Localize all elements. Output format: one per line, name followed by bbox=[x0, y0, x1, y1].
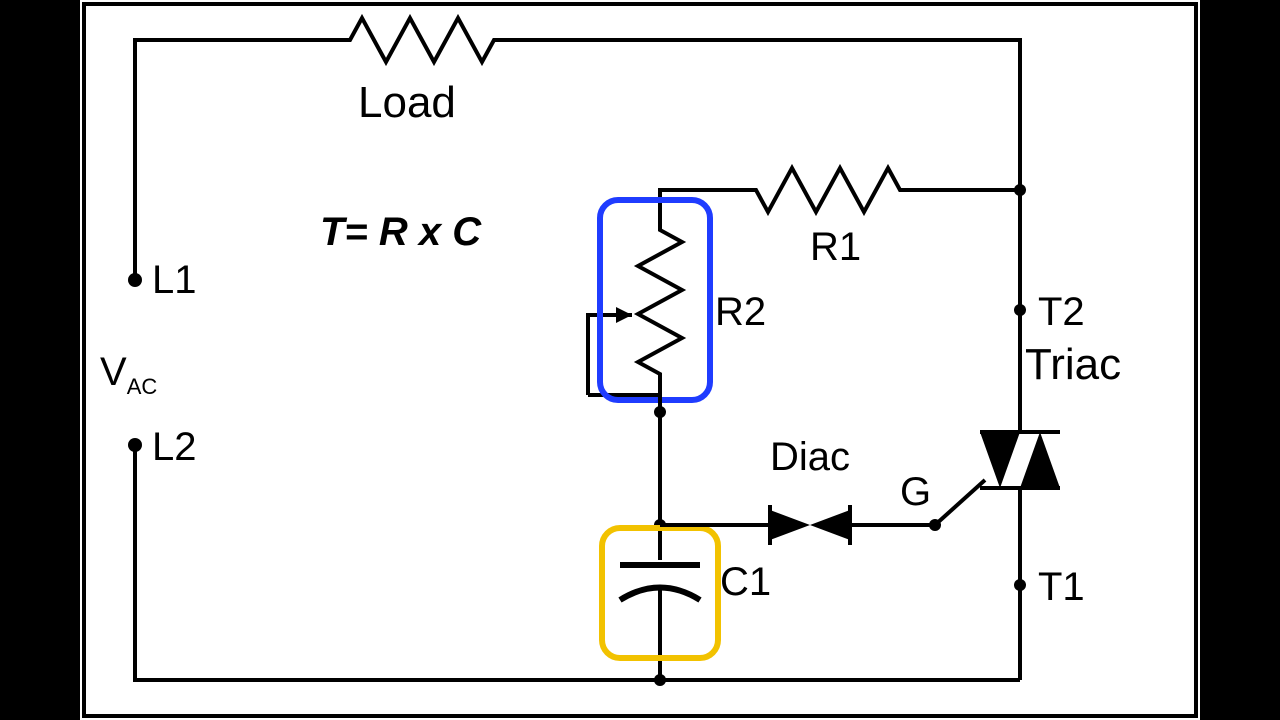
label-formula: T= R x C bbox=[320, 210, 481, 255]
label-vac-base: V bbox=[100, 350, 127, 394]
triac-tri-down bbox=[980, 432, 1020, 488]
r2-wiper-wire bbox=[588, 315, 632, 395]
terminal-l2 bbox=[128, 438, 142, 452]
label-l2: L2 bbox=[152, 425, 197, 470]
r2-wiper-arrowhead bbox=[616, 307, 632, 323]
node-t1 bbox=[1014, 579, 1026, 591]
diac-tri-left bbox=[810, 510, 850, 540]
wire-top-left bbox=[135, 40, 330, 280]
label-vac: VAC bbox=[100, 350, 157, 400]
label-diac: Diac bbox=[770, 435, 850, 480]
wire-top-right bbox=[514, 40, 1020, 190]
label-c1: C1 bbox=[720, 560, 771, 605]
label-t2: T2 bbox=[1038, 290, 1085, 335]
label-triac: Triac bbox=[1025, 340, 1121, 390]
label-l1: L1 bbox=[152, 258, 197, 303]
node-r2-bottom bbox=[654, 406, 666, 418]
label-vac-sub: AC bbox=[127, 374, 158, 399]
label-t1: T1 bbox=[1038, 565, 1085, 610]
r1-resistor bbox=[736, 168, 920, 212]
label-r1: R1 bbox=[810, 225, 861, 270]
label-r2: R2 bbox=[715, 290, 766, 335]
triac-tri-up bbox=[1020, 432, 1060, 488]
label-g: G bbox=[900, 470, 931, 515]
load-resistor bbox=[330, 18, 514, 62]
wire-gate-lead bbox=[935, 480, 985, 525]
wire-bottom-rail bbox=[135, 445, 1020, 680]
r2-potentiometer bbox=[638, 215, 682, 395]
circuit-diagram-stage: Load T= R x C L1 L2 VAC R1 R2 T2 Triac D… bbox=[80, 0, 1200, 720]
diac-tri-right bbox=[770, 510, 810, 540]
node-r1-rail bbox=[1014, 184, 1026, 196]
label-load: Load bbox=[358, 78, 456, 128]
terminal-l1 bbox=[128, 273, 142, 287]
node-t2 bbox=[1014, 304, 1026, 316]
